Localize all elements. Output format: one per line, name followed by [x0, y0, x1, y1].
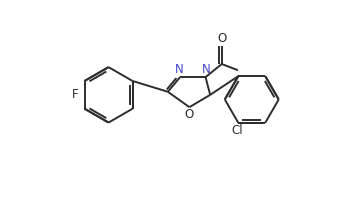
- Text: F: F: [72, 88, 78, 101]
- Text: O: O: [185, 108, 194, 121]
- Text: O: O: [217, 32, 226, 45]
- Text: N: N: [175, 63, 184, 76]
- Text: Cl: Cl: [231, 124, 243, 137]
- Text: N: N: [202, 63, 211, 76]
